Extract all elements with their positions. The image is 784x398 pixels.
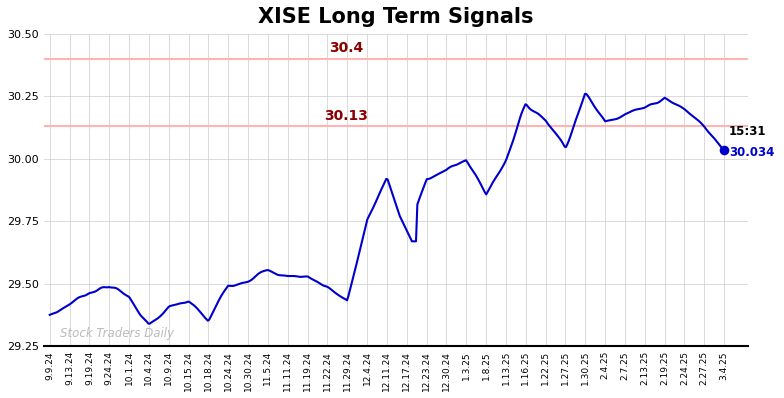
Text: 30.13: 30.13 xyxy=(325,109,368,123)
Text: Stock Traders Daily: Stock Traders Daily xyxy=(60,327,174,340)
Text: 30.4: 30.4 xyxy=(329,41,364,55)
Text: 15:31: 15:31 xyxy=(729,125,767,138)
Title: XISE Long Term Signals: XISE Long Term Signals xyxy=(258,7,534,27)
Point xyxy=(718,147,731,154)
Text: 30.034: 30.034 xyxy=(729,146,775,160)
